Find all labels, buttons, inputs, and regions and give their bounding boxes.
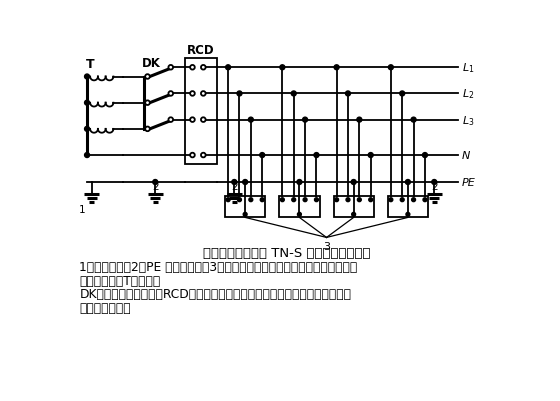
Circle shape <box>145 101 150 106</box>
Circle shape <box>190 118 195 123</box>
Circle shape <box>226 198 230 202</box>
Text: $L_2$: $L_2$ <box>462 87 474 101</box>
Circle shape <box>422 153 427 158</box>
Bar <box>279 196 320 218</box>
Circle shape <box>280 66 285 71</box>
Circle shape <box>169 118 173 123</box>
Circle shape <box>315 198 319 202</box>
Text: 2: 2 <box>152 182 158 192</box>
Text: RCD: RCD <box>187 44 215 57</box>
Circle shape <box>302 118 307 123</box>
Circle shape <box>260 153 265 158</box>
Circle shape <box>411 118 416 123</box>
Circle shape <box>334 66 339 71</box>
Text: $L_1$: $L_1$ <box>462 61 474 75</box>
Circle shape <box>297 213 301 217</box>
Circle shape <box>226 66 231 71</box>
Circle shape <box>242 180 248 185</box>
Circle shape <box>243 213 247 217</box>
Circle shape <box>297 180 302 185</box>
Circle shape <box>201 118 206 123</box>
Circle shape <box>237 92 242 97</box>
Circle shape <box>335 198 339 202</box>
Circle shape <box>369 198 372 202</box>
Circle shape <box>281 198 284 202</box>
Circle shape <box>260 198 264 202</box>
Text: N: N <box>462 151 470 161</box>
Circle shape <box>351 180 356 185</box>
Text: $L_3$: $L_3$ <box>462 113 474 127</box>
Text: PE: PE <box>462 178 476 188</box>
Bar <box>334 196 374 218</box>
Circle shape <box>145 127 150 132</box>
Circle shape <box>249 198 253 202</box>
Text: 专用变压器供电时 TN-S 接零保护系统示意: 专用变压器供电时 TN-S 接零保护系统示意 <box>203 246 371 259</box>
Circle shape <box>190 66 195 71</box>
Circle shape <box>352 213 356 217</box>
Text: T: T <box>86 58 94 71</box>
Circle shape <box>190 92 195 97</box>
Circle shape <box>232 180 237 185</box>
Circle shape <box>400 92 405 97</box>
Circle shape <box>85 153 90 158</box>
Text: DK－总电源隔离开关；RCD－总漏电保护器（兼有短路、过载、漏电保护功能: DK－总电源隔离开关；RCD－总漏电保护器（兼有短路、过载、漏电保护功能 <box>80 288 351 301</box>
Text: DK: DK <box>142 57 161 70</box>
Circle shape <box>314 153 319 158</box>
Circle shape <box>145 75 150 80</box>
Circle shape <box>201 153 206 158</box>
Circle shape <box>346 198 350 202</box>
Text: 1－工作接地；2－PE 线重复接地；3－电气设备金属外壳（正常不带电的外露可: 1－工作接地；2－PE 线重复接地；3－电气设备金属外壳（正常不带电的外露可 <box>80 260 357 273</box>
Bar <box>225 196 265 218</box>
Bar <box>185 59 217 165</box>
Circle shape <box>400 198 404 202</box>
Circle shape <box>292 198 296 202</box>
Text: 2: 2 <box>231 182 237 192</box>
Circle shape <box>85 127 90 132</box>
Text: 导电部分）；T－变压器: 导电部分）；T－变压器 <box>80 274 161 287</box>
Text: 1: 1 <box>78 204 85 214</box>
Circle shape <box>248 118 253 123</box>
Circle shape <box>412 198 416 202</box>
Circle shape <box>423 198 427 202</box>
Circle shape <box>237 198 241 202</box>
Text: 3: 3 <box>323 241 330 251</box>
Circle shape <box>201 66 206 71</box>
Circle shape <box>291 92 296 97</box>
Text: 2: 2 <box>431 182 437 192</box>
Bar <box>388 196 428 218</box>
Circle shape <box>85 101 90 106</box>
Circle shape <box>153 180 158 185</box>
Circle shape <box>432 180 437 185</box>
Circle shape <box>405 180 410 185</box>
Circle shape <box>406 213 410 217</box>
Circle shape <box>389 66 393 71</box>
Text: 的漏电断路器）: 的漏电断路器） <box>80 302 131 314</box>
Circle shape <box>389 198 393 202</box>
Circle shape <box>303 198 307 202</box>
Circle shape <box>169 92 173 97</box>
Circle shape <box>201 92 206 97</box>
Circle shape <box>169 66 173 71</box>
Circle shape <box>368 153 373 158</box>
Circle shape <box>357 118 362 123</box>
Circle shape <box>357 198 361 202</box>
Circle shape <box>85 75 90 80</box>
Circle shape <box>190 153 195 158</box>
Circle shape <box>346 92 351 97</box>
